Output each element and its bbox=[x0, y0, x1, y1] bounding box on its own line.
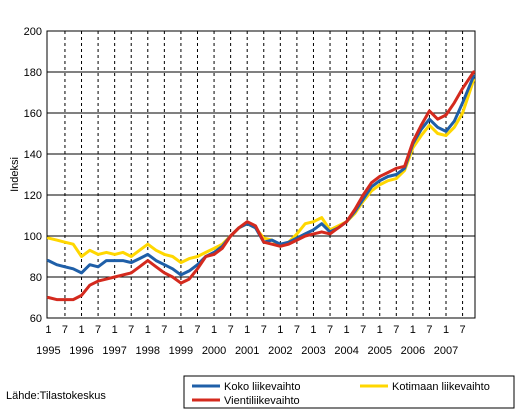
x-month-tick-label: 1 bbox=[410, 324, 416, 336]
x-month-tick-label: 7 bbox=[161, 324, 167, 336]
x-month-tick-label: 1 bbox=[178, 324, 184, 336]
x-year-tick-label: 2002 bbox=[268, 345, 292, 357]
series-line-2 bbox=[46, 70, 476, 302]
y-tick-label: 100 bbox=[24, 231, 42, 243]
legend-label: Kotimaan liikevaihto bbox=[392, 381, 490, 393]
source-note: Lähde:Tilastokeskus bbox=[6, 390, 106, 402]
x-month-tick-label: 1 bbox=[145, 324, 151, 336]
x-year-tick-label: 2007 bbox=[434, 345, 458, 357]
x-month-tick-label: 1 bbox=[78, 324, 84, 336]
x-month-tick-label: 7 bbox=[393, 324, 399, 336]
legend: Koko liikevaihto Kotimaan liikevaihto Vien… bbox=[183, 375, 515, 409]
x-year-tick-label: 2001 bbox=[235, 345, 259, 357]
y-axis: 60 80 100 120 140 160 180 200 bbox=[24, 26, 42, 325]
x-month-tick-label: 7 bbox=[128, 324, 134, 336]
y-tick-label: 60 bbox=[30, 313, 42, 325]
plot-frame bbox=[46, 30, 476, 319]
x-year-tick-label: 2006 bbox=[401, 345, 425, 357]
x-month-tick-label: 1 bbox=[45, 324, 51, 336]
x-month-tick-label: 7 bbox=[426, 324, 432, 336]
x-month-tick-label: 7 bbox=[360, 324, 366, 336]
y-tick-label: 200 bbox=[24, 26, 42, 38]
x-year-tick-label: 1997 bbox=[102, 345, 126, 357]
x-month-tick-label: 7 bbox=[95, 324, 101, 336]
x-month-tick-label: 1 bbox=[377, 324, 383, 336]
x-year-tick-label: 2005 bbox=[367, 345, 391, 357]
x-year-tick-label: 1995 bbox=[36, 345, 60, 357]
x-month-tick-label: 1 bbox=[112, 324, 118, 336]
series-lines bbox=[46, 70, 476, 302]
x-month-tick-label: 1 bbox=[310, 324, 316, 336]
x-month-tick-label: 1 bbox=[244, 324, 250, 336]
series-line-0 bbox=[46, 74, 476, 277]
legend-label: Koko liikevaihto bbox=[224, 381, 300, 393]
x-month-tick-label: 7 bbox=[294, 324, 300, 336]
x-month-tick-label: 7 bbox=[62, 324, 68, 336]
x-month-tick-label: 7 bbox=[460, 324, 466, 336]
y-tick-label: 180 bbox=[24, 67, 42, 79]
grid-lines bbox=[47, 30, 475, 319]
y-tick-label: 160 bbox=[24, 108, 42, 120]
x-month-tick-label: 7 bbox=[194, 324, 200, 336]
x-year-tick-label: 1996 bbox=[69, 345, 93, 357]
x-month-tick-label: 7 bbox=[228, 324, 234, 336]
x-year-tick-label: 2004 bbox=[334, 345, 358, 357]
x-month-tick-label: 7 bbox=[261, 324, 267, 336]
x-year-tick-label: 2003 bbox=[301, 345, 325, 357]
x-year-tick-label: 1998 bbox=[136, 345, 160, 357]
x-month-tick-label: 1 bbox=[211, 324, 217, 336]
y-tick-label: 140 bbox=[24, 149, 42, 161]
x-month-tick-label: 1 bbox=[443, 324, 449, 336]
x-year-tick-label: 1999 bbox=[169, 345, 193, 357]
y-tick-label: 120 bbox=[24, 190, 42, 202]
x-year-tick-label: 2000 bbox=[202, 345, 226, 357]
x-month-tick-label: 7 bbox=[327, 324, 333, 336]
x-month-tick-label: 1 bbox=[277, 324, 283, 336]
legend-label: Vientiliikevaihto bbox=[224, 395, 300, 407]
y-tick-label: 80 bbox=[30, 272, 42, 284]
x-month-tick-label: 1 bbox=[344, 324, 350, 336]
y-axis-label: Indeksi bbox=[9, 157, 21, 192]
legend-box bbox=[183, 375, 515, 409]
